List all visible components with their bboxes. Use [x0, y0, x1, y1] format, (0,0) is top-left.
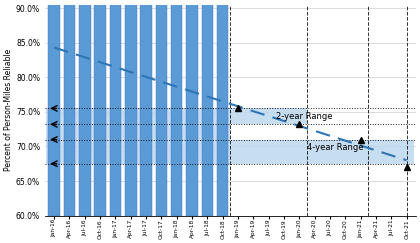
Bar [125, 0, 136, 216]
Bar [217, 0, 228, 216]
Bar [79, 0, 91, 216]
Bar [140, 0, 152, 216]
Y-axis label: Percent of Person-Miles Reliable: Percent of Person-Miles Reliable [4, 49, 13, 171]
Bar [156, 0, 167, 216]
Bar [231, 108, 307, 124]
Bar [171, 0, 182, 216]
Bar [47, 108, 231, 164]
Text: 2-year Range: 2-year Range [276, 112, 333, 121]
Bar [64, 0, 75, 216]
Text: 4-year Range: 4-year Range [307, 143, 364, 152]
Bar [231, 139, 414, 164]
Bar [186, 0, 198, 216]
Bar [202, 0, 213, 216]
Bar [48, 0, 60, 216]
Bar [94, 0, 106, 216]
Bar [110, 0, 121, 216]
